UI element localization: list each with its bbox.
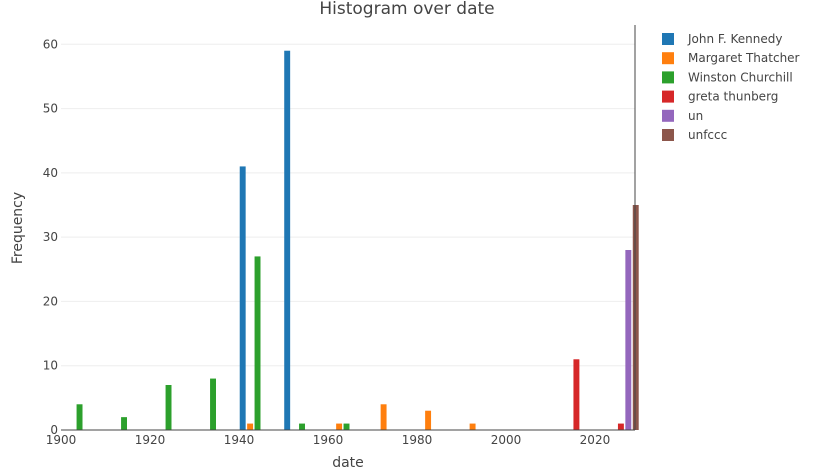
x-tick-label: 1980	[402, 433, 433, 447]
histogram-bar	[284, 50, 291, 430]
histogram-bar	[165, 385, 172, 430]
y-tick-label: 0	[50, 423, 58, 437]
histogram-bar	[210, 378, 216, 430]
y-tick-label: 10	[43, 359, 58, 373]
histogram-bar	[254, 256, 261, 430]
y-tick-label: 60	[43, 37, 58, 51]
y-tick-label: 30	[43, 230, 58, 244]
histogram-bar	[343, 423, 350, 430]
legend-label: Margaret Thatcher	[688, 51, 800, 65]
axis-layer: 0 10 20 30 40 50 60 1900 1920 1940 1960 1980 2000 202…	[43, 25, 636, 447]
legend-swatch	[662, 33, 674, 45]
grid-layer	[61, 43, 635, 367]
legend-swatch	[662, 90, 674, 103]
x-tick-label: 1900	[46, 433, 77, 447]
histogram-bar	[625, 250, 632, 430]
bar-layer	[76, 50, 639, 430]
x-tick-label: 2000	[491, 433, 522, 447]
x-tick-label: 2020	[580, 433, 611, 447]
histogram-bar	[336, 423, 343, 430]
histogram-bar	[573, 359, 580, 430]
histogram-bar	[76, 404, 83, 430]
histogram-bar	[469, 423, 476, 430]
legend-label: John F. Kennedy	[687, 32, 782, 46]
y-tick-label: 20	[43, 294, 58, 308]
chart-title: Histogram over date	[319, 0, 494, 19]
legend-label: un	[688, 109, 703, 123]
histogram-bar	[617, 423, 624, 430]
legend-label: unfccc	[688, 128, 727, 142]
histogram-bar	[247, 423, 254, 430]
y-tick-label: 40	[43, 166, 58, 180]
y-axis-title: Frequency	[10, 192, 26, 264]
y-tick-label: 50	[43, 102, 58, 116]
x-tick-label: 1920	[135, 433, 166, 447]
legend-label: greta thunberg	[688, 90, 778, 104]
legend: John F. Kennedy Margaret Thatcher Winston …	[662, 32, 800, 142]
x-tick-label: 1960	[313, 433, 344, 447]
histogram-bar	[239, 166, 246, 430]
histogram-bar	[632, 205, 639, 430]
legend-swatch	[662, 71, 674, 84]
histogram-bar	[380, 404, 387, 430]
legend-swatch	[662, 109, 674, 122]
histogram-bar	[299, 423, 305, 430]
x-axis-title: date	[332, 455, 364, 470]
legend-swatch	[662, 129, 674, 141]
legend-swatch	[662, 52, 674, 65]
histogram-bar	[425, 410, 432, 430]
x-tick-label: 1940	[224, 433, 255, 447]
histogram-bar	[121, 417, 128, 430]
legend-label: Winston Churchill	[688, 70, 793, 84]
